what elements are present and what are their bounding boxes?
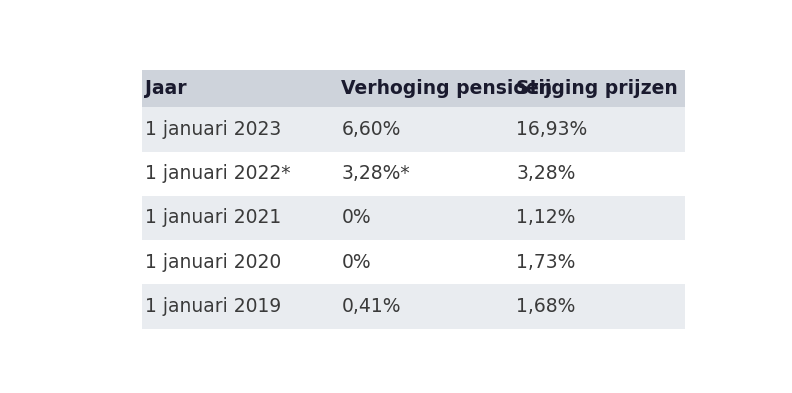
Text: Jaar: Jaar bbox=[145, 79, 187, 98]
Text: 0%: 0% bbox=[341, 208, 371, 228]
Text: Verhoging pensioen: Verhoging pensioen bbox=[341, 79, 553, 98]
Text: 1 januari 2020: 1 januari 2020 bbox=[145, 253, 281, 272]
Text: 1 januari 2022*: 1 januari 2022* bbox=[145, 164, 291, 183]
Bar bbox=[142, 70, 685, 107]
Text: 1 januari 2019: 1 januari 2019 bbox=[145, 297, 281, 316]
Bar bbox=[142, 107, 685, 152]
Text: Stijging prijzen: Stijging prijzen bbox=[516, 79, 678, 98]
Bar bbox=[142, 152, 685, 196]
Text: 3,28%*: 3,28%* bbox=[341, 164, 410, 183]
Text: 16,93%: 16,93% bbox=[516, 120, 588, 139]
Bar bbox=[142, 240, 685, 285]
Text: 0%: 0% bbox=[341, 253, 371, 272]
Bar bbox=[142, 196, 685, 240]
Text: 1,12%: 1,12% bbox=[516, 208, 576, 228]
Text: 1 januari 2023: 1 januari 2023 bbox=[145, 120, 281, 139]
Text: 1 januari 2021: 1 januari 2021 bbox=[145, 208, 281, 228]
Text: 3,28%: 3,28% bbox=[516, 164, 576, 183]
Text: 0,41%: 0,41% bbox=[341, 297, 401, 316]
Text: 1,73%: 1,73% bbox=[516, 253, 576, 272]
Bar bbox=[142, 285, 685, 329]
Text: 1,68%: 1,68% bbox=[516, 297, 576, 316]
Text: 6,60%: 6,60% bbox=[341, 120, 401, 139]
